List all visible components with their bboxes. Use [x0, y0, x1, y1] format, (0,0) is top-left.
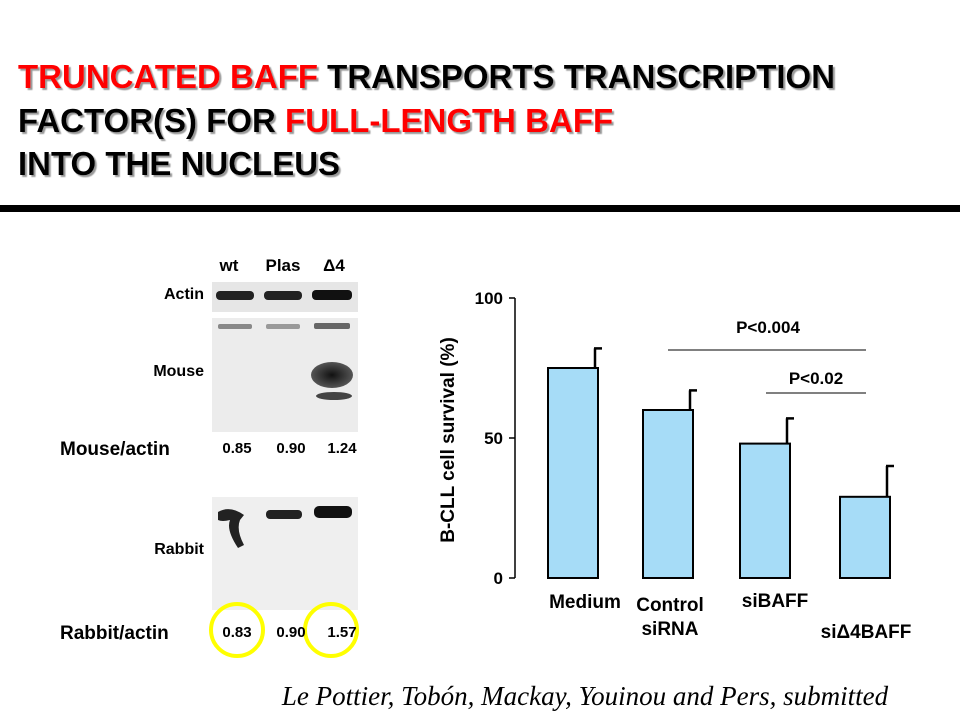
highlight-circle — [303, 602, 359, 658]
lane-label: Plas — [266, 256, 301, 275]
title-segment: FULL-LENGTH BAFF — [285, 102, 613, 139]
title-segment: FACTOR(S) FOR — [18, 102, 285, 139]
x-tick-label: siΔ4BAFF — [821, 622, 912, 643]
y-tick-label: 50 — [484, 429, 503, 448]
title-segment: TRANSPORTS TRANSCRIPTION — [318, 58, 835, 95]
y-axis-label: B-CLL cell survival (%) — [438, 337, 459, 543]
title: TRUNCATED BAFF TRANSPORTS TRANSCRIPTION F… — [18, 58, 835, 182]
title-line: TRUNCATED BAFF TRANSPORTS TRANSCRIPTION — [18, 58, 835, 95]
bar — [547, 367, 599, 579]
band — [218, 324, 252, 329]
ratio-value: 1.24 — [327, 440, 357, 457]
x-tick-label: siBAFF — [742, 591, 809, 612]
y-tick-label: 100 — [475, 289, 503, 308]
citation: Le Pottier, Tobón, Mackay, Youinou and P… — [281, 681, 889, 711]
title-segment: TRUNCATED BAFF — [18, 58, 318, 95]
band — [218, 509, 244, 548]
band — [216, 291, 254, 300]
lane-label: Δ4 — [323, 256, 345, 275]
band — [264, 291, 302, 300]
row-label: Rabbit — [154, 541, 204, 558]
row-label: Mouse — [153, 363, 204, 380]
ratio-label: Rabbit/actin — [60, 623, 169, 644]
band — [312, 290, 352, 300]
ratio-value: 0.90 — [276, 440, 305, 457]
title-line: INTO THE NUCLEUS — [18, 145, 340, 182]
ratio-value: 0.90 — [276, 624, 305, 641]
x-tick-label: Control siRNA — [636, 595, 704, 640]
band — [266, 324, 300, 329]
title-line: FACTOR(S) FOR FULL-LENGTH BAFF — [18, 102, 613, 139]
lane-label: wt — [219, 256, 239, 275]
bar — [642, 409, 694, 579]
annotation: P<0.004 — [736, 318, 800, 337]
band — [316, 392, 352, 400]
row-label: Actin — [164, 286, 204, 303]
bar — [839, 495, 891, 579]
divider — [0, 205, 960, 212]
bar — [739, 442, 791, 579]
ratio-label: Mouse/actin — [60, 439, 170, 460]
band — [314, 323, 350, 329]
x-tick-label: Medium — [549, 592, 621, 613]
blot — [209, 282, 359, 658]
band — [311, 362, 353, 388]
annotation: P<0.02 — [789, 369, 843, 388]
ratio-value: 0.83 — [222, 624, 251, 641]
ratio-value: 0.85 — [222, 440, 251, 457]
title-segment: INTO THE NUCLEUS — [18, 145, 340, 182]
ratio-value: 1.57 — [327, 624, 356, 641]
band — [266, 510, 302, 519]
y-tick-label: 0 — [494, 569, 503, 588]
band — [314, 506, 352, 518]
highlight-circle — [209, 602, 265, 658]
